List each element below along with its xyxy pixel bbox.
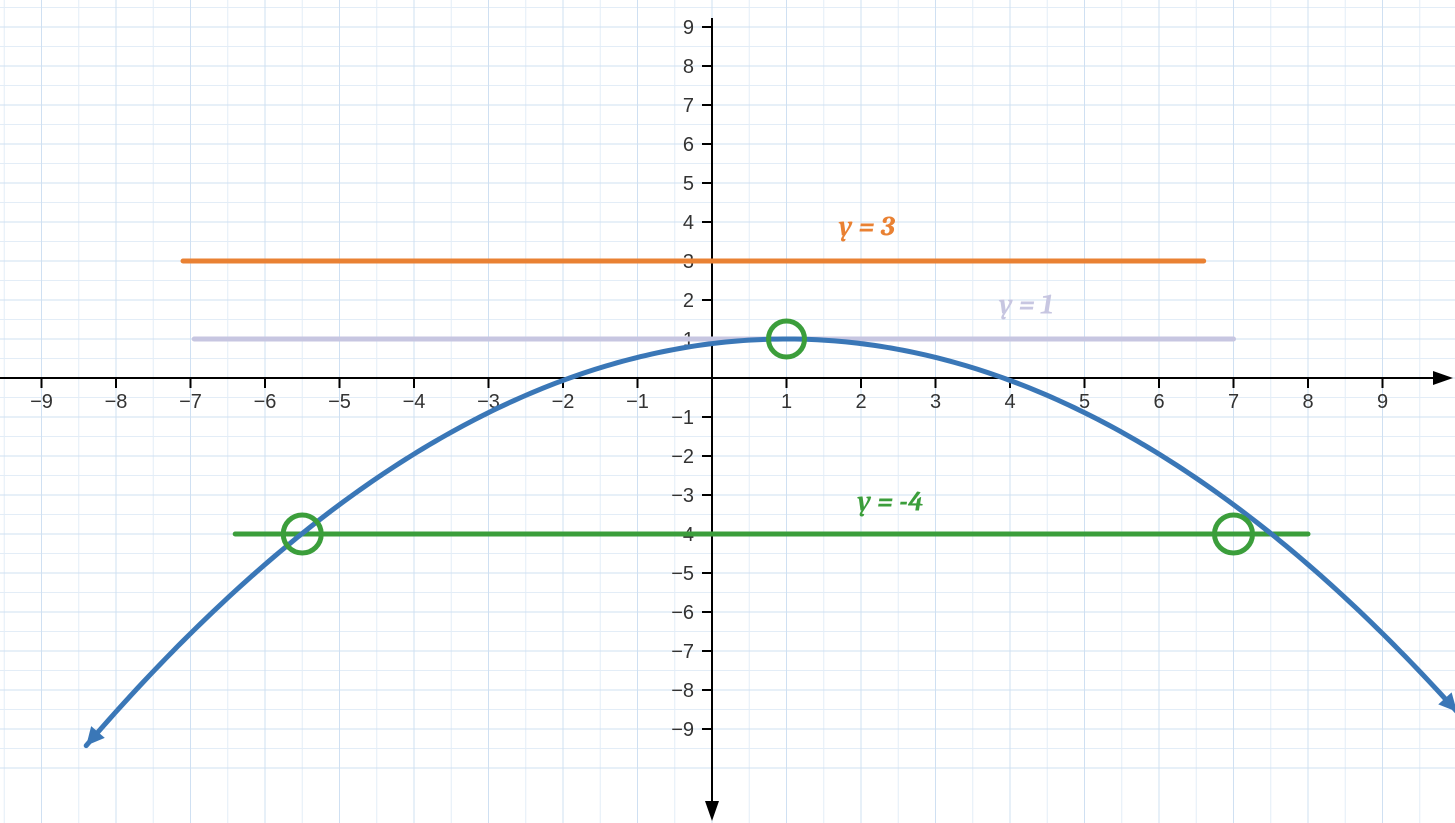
x-tick-label: 8 xyxy=(1302,391,1313,413)
hline-label-y3: y = 3 xyxy=(838,211,896,243)
y-tick-label: −7 xyxy=(671,641,694,663)
y-tick-label: −1 xyxy=(671,407,694,429)
x-tick-label: −1 xyxy=(626,391,649,413)
x-tick-label: −4 xyxy=(403,391,426,413)
y-tick-label: −3 xyxy=(671,485,694,507)
x-tick-label: −2 xyxy=(552,391,575,413)
y-tick-label: −8 xyxy=(671,680,694,702)
y-tick-label: 9 xyxy=(683,17,694,39)
y-tick-label: 4 xyxy=(683,212,694,234)
x-tick-label: 9 xyxy=(1377,391,1388,413)
y-tick-label: −5 xyxy=(671,563,694,585)
x-tick-label: −9 xyxy=(30,391,53,413)
x-tick-label: 2 xyxy=(855,391,866,413)
y-tick-label: −9 xyxy=(671,719,694,741)
x-tick-label: 1 xyxy=(781,391,792,413)
x-tick-label: −6 xyxy=(254,391,277,413)
x-tick-label: −5 xyxy=(328,391,351,413)
y-tick-label: 2 xyxy=(683,290,694,312)
hline-label-y1: y = 1 xyxy=(998,289,1053,321)
y-tick-label: −2 xyxy=(671,446,694,468)
y-tick-label: 6 xyxy=(683,134,694,156)
cartesian-plot: −9−8−7−6−5−4−3−2−1123456789−9−8−7−6−5−4−… xyxy=(0,0,1455,823)
x-tick-label: 3 xyxy=(930,391,941,413)
x-tick-label: 6 xyxy=(1153,391,1164,413)
x-tick-label: −7 xyxy=(179,391,202,413)
y-tick-label: 5 xyxy=(683,173,694,195)
x-tick-label: −8 xyxy=(105,391,128,413)
x-tick-label: 4 xyxy=(1004,391,1015,413)
hline-label-ym4: y = -4 xyxy=(856,486,923,518)
y-tick-label: 7 xyxy=(683,95,694,117)
x-tick-label: 7 xyxy=(1228,391,1239,413)
y-tick-label: 8 xyxy=(683,56,694,78)
y-tick-label: −6 xyxy=(671,602,694,624)
